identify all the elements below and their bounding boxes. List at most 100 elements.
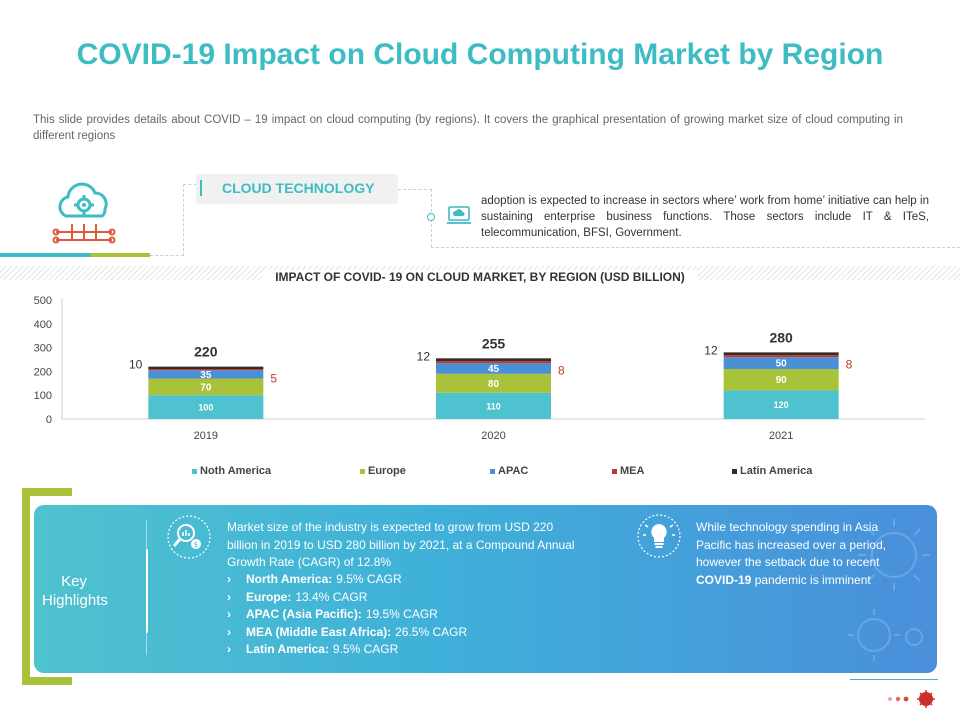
data-label: 110 <box>486 401 501 411</box>
y-tick-label: 100 <box>34 390 52 402</box>
legend-swatch <box>192 468 197 474</box>
bar-segment <box>436 392 551 419</box>
technology-spending-main: While technology spending in Asia Pacifi… <box>696 520 887 569</box>
bar-segment <box>723 390 839 419</box>
legend-item: Europe <box>360 465 406 477</box>
legend-label: Latin America <box>740 465 813 477</box>
bar-segment <box>148 395 264 419</box>
divider <box>146 549 148 633</box>
cloud-technology-label: CLOUD TECHNOLOGY <box>222 180 375 196</box>
accent-bar <box>0 253 150 257</box>
connector-line <box>183 184 197 185</box>
cagr-item: › Latin America: 9.5% CAGR <box>227 641 587 659</box>
connector-line <box>150 255 184 256</box>
cagr-value: 9.5% CAGR <box>336 572 402 586</box>
cagr-value: 9.5% CAGR <box>332 642 399 656</box>
legend-item: MEA <box>612 465 644 477</box>
total-label: 255 <box>482 335 506 351</box>
x-tick-label: 2020 <box>481 430 505 442</box>
cagr-region: Latin America: <box>246 642 329 656</box>
intro-text: This slide provides details about COVID … <box>33 114 903 142</box>
legend-label: Europe <box>368 465 406 477</box>
cagr-region: Europe: <box>246 589 292 604</box>
covid-bold: COVID-19 <box>696 572 752 587</box>
laptop-cloud-icon <box>447 206 471 224</box>
data-label: 80 <box>488 379 500 390</box>
cloud-technology-text: adoption is expected to increase in sect… <box>481 195 929 239</box>
data-label: 120 <box>774 400 789 410</box>
data-label: 5 <box>270 372 277 386</box>
legend-item: Noth America <box>192 465 271 477</box>
market-analysis-icon: $ <box>167 515 211 559</box>
virus-icon <box>848 609 923 661</box>
cloud-technology-tag <box>196 174 398 204</box>
bar-segment <box>723 369 839 391</box>
key-highlights-panel <box>34 505 937 673</box>
chart-title: IMPACT OF COVID- 19 ON CLOUD MARKET, BY … <box>263 270 697 284</box>
svg-text:$: $ <box>194 541 198 549</box>
bar-segment <box>723 357 839 370</box>
bar-segment <box>148 369 264 371</box>
data-label: 8 <box>558 363 565 377</box>
x-tick-label: 2021 <box>769 430 793 442</box>
bar-segment <box>436 358 551 362</box>
key-highlights-line2: Highlights <box>42 592 108 609</box>
bar-segment <box>436 363 551 374</box>
chevron-right-icon: › <box>227 589 231 604</box>
chevron-right-icon: › <box>227 642 231 656</box>
legend-swatch <box>360 468 365 474</box>
legend-item: Latin America <box>732 465 812 477</box>
data-label: 45 <box>488 364 500 375</box>
legend-swatch <box>612 468 617 474</box>
technology-spending-tail: pandemic is imminent <box>751 572 871 587</box>
cagr-region: MEA (Middle East Africa): <box>246 624 392 639</box>
data-label: 8 <box>846 357 853 371</box>
legend-label: Noth America <box>200 465 272 477</box>
cagr-item: › MEA (Middle East Africa): 26.5% CAGR <box>227 624 587 642</box>
bar-segment <box>436 361 551 364</box>
y-tick-label: 500 <box>34 295 52 307</box>
cagr-value: 19.5% CAGR <box>365 607 438 621</box>
cagr-region: APAC (Asia Pacific): <box>246 607 362 621</box>
legend-swatch <box>490 468 495 474</box>
chevron-right-icon: › <box>227 572 231 586</box>
technology-spending-text: While technology spending in Asia Pacifi… <box>696 519 911 589</box>
data-label: 50 <box>776 359 788 370</box>
data-label: 35 <box>200 370 212 381</box>
y-tick-label: 400 <box>34 319 52 331</box>
bar-segment <box>723 352 839 356</box>
chart-title-wrap: IMPACT OF COVID- 19 ON CLOUD MARKET, BY … <box>0 268 960 286</box>
chevron-right-icon: › <box>227 624 231 639</box>
virus-icon <box>858 519 930 591</box>
bar-segment <box>148 370 264 379</box>
cagr-item: › North America: 9.5% CAGR <box>227 571 587 589</box>
legend-label: MEA <box>620 465 645 477</box>
market-size-text: Market size of the industry is expected … <box>227 520 575 569</box>
y-tick-label: 200 <box>34 366 52 378</box>
legend-item: APAC <box>490 465 528 477</box>
total-label: 220 <box>194 344 218 360</box>
cagr-item: › Europe: 13.4% CAGR <box>227 589 587 607</box>
connector-line <box>183 184 184 256</box>
cagr-value: 26.5% CAGR <box>395 624 468 639</box>
total-label: 280 <box>769 329 793 345</box>
cagr-value: 13.4% CAGR <box>295 589 368 604</box>
lightbulb-icon <box>637 514 681 558</box>
data-label: 12 <box>704 343 718 357</box>
page-title: COVID-19 Impact on Cloud Computing Marke… <box>76 38 884 71</box>
cagr-region: North America: <box>246 572 333 586</box>
connector-line <box>398 189 432 190</box>
data-label: 90 <box>776 375 788 386</box>
connector-dot <box>427 213 435 221</box>
footer-line <box>850 679 938 680</box>
legend-label: APAC <box>498 465 529 477</box>
cloud-gear-icon <box>52 182 116 244</box>
chevron-right-icon: › <box>227 607 231 621</box>
data-label: 10 <box>129 358 143 372</box>
accent-bar-green <box>90 253 150 257</box>
bar-segment <box>148 366 264 370</box>
data-label: 12 <box>417 349 431 363</box>
key-highlights-label: Key Highlights <box>42 572 108 610</box>
chart-legend: Noth America Europe APAC MEA Latin America <box>0 465 960 479</box>
